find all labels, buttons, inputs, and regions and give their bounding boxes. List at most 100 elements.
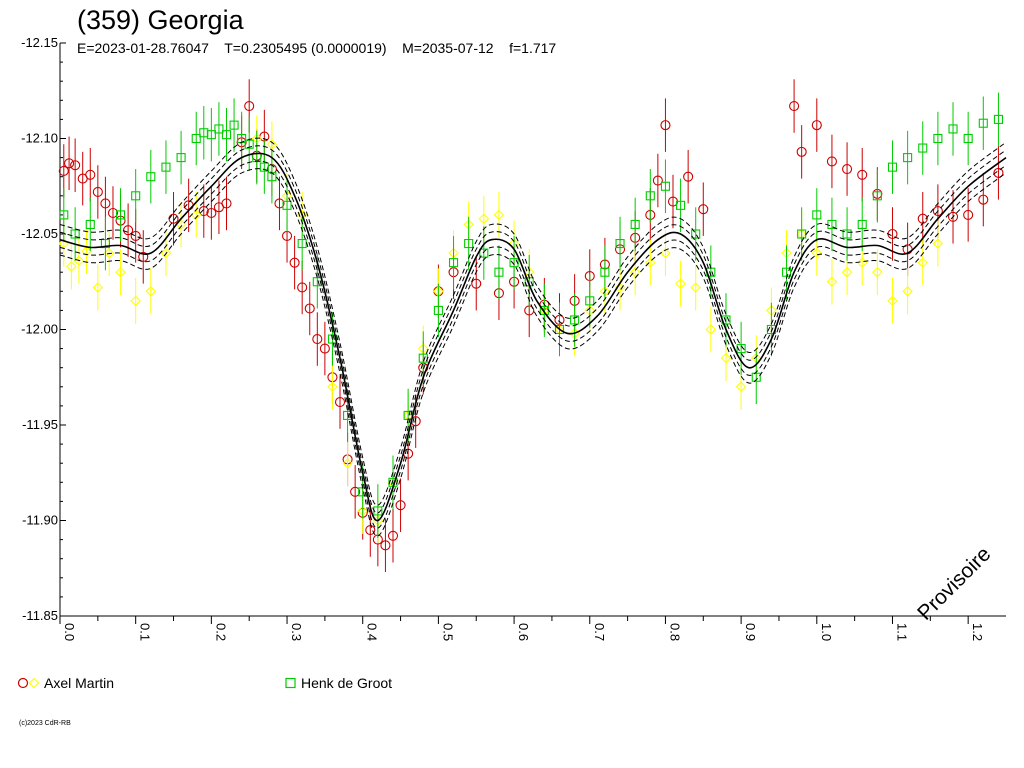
legend-label-axel-martin: Axel Martin [44, 675, 115, 691]
y-tick-label: -12.00 [21, 322, 58, 337]
x-tick-label: 0.7 [592, 623, 607, 641]
data-point-square [903, 153, 913, 163]
data-point-square [191, 133, 201, 144]
data-point-diamond [705, 324, 717, 335]
data-point-square [59, 210, 69, 220]
data-point-circle [789, 100, 800, 112]
data-point-square [176, 153, 186, 163]
data-point-circle [64, 158, 75, 169]
data-point-diamond [826, 276, 838, 288]
data-point-square [554, 324, 565, 335]
data-point-diamond [811, 247, 823, 259]
data-point-circle [857, 169, 868, 180]
data-point-circle [206, 207, 217, 219]
data-point-circle [660, 120, 671, 131]
data-point-square [214, 124, 224, 134]
x-tick-label: 0.8 [667, 623, 682, 641]
x-tick-label: 1.2 [970, 623, 985, 641]
data-point-diamond [675, 278, 686, 289]
data-point-diamond [645, 257, 656, 268]
data-point-circle [334, 397, 346, 408]
data-point-diamond [917, 257, 929, 268]
model-curve-envelope [59, 137, 1007, 506]
data-point-square [781, 267, 792, 277]
data-point-diamond [872, 266, 883, 278]
data-point-diamond [902, 286, 913, 297]
x-tick-label: 0.9 [743, 623, 758, 641]
data-point-square [494, 267, 504, 277]
data-point-circle [244, 100, 255, 112]
legend-label-henk-de-groot: Henk de Groot [301, 675, 393, 691]
data-point-circle [698, 204, 709, 215]
data-point-square [660, 181, 670, 191]
data-point-diamond [130, 295, 141, 307]
data-point-square [963, 133, 973, 144]
model-curve-envelope [59, 168, 1007, 537]
data-point-square [948, 124, 958, 134]
data-point-square [282, 200, 292, 210]
data-point-square [433, 305, 443, 315]
data-point-circle [92, 186, 103, 198]
data-point-square [221, 130, 232, 140]
data-point-diamond [145, 286, 157, 297]
data-point-circle [100, 198, 111, 209]
data-point-circle [58, 165, 69, 177]
model-curve-envelope [59, 145, 1007, 514]
data-point-square [600, 267, 610, 277]
data-point-circle [70, 160, 81, 171]
data-point-square [615, 239, 625, 249]
data-point-square [244, 139, 254, 149]
data-point-diamond [327, 381, 338, 393]
data-point-circle [395, 500, 406, 511]
data-point-square [570, 315, 580, 325]
x-tick-label: 1.0 [819, 623, 834, 641]
data-point-square [100, 239, 110, 249]
data-point-square [993, 114, 1003, 124]
data-point-square [978, 118, 988, 128]
data-point-square [479, 248, 489, 258]
data-point-circle [312, 333, 323, 345]
data-point-circle [350, 486, 361, 497]
data-point-circle [289, 257, 300, 268]
axes: -12.15 -12.10 -12.05 -12.00 -11.95 -11.90 -11.… [21, 35, 1006, 641]
data-point-square [509, 258, 519, 268]
data-point-square [85, 219, 95, 229]
copyright-credit: (c)2023 CdR-RB [19, 720, 71, 727]
x-tick-label: 0.5 [440, 623, 455, 641]
data-point-diamond [81, 245, 92, 257]
x-tick-label: 0.6 [516, 623, 531, 641]
x-tick-label: 0.2 [213, 623, 228, 641]
data-point-circle [123, 225, 134, 236]
data-point-square [691, 229, 701, 239]
data-point-square [206, 130, 216, 140]
data-point-square [872, 191, 882, 201]
data-points [58, 79, 1004, 573]
data-point-square [887, 162, 898, 172]
data-point-circle [932, 206, 943, 217]
legend-icons [17, 677, 296, 689]
model-curve-envelope [59, 160, 1007, 529]
y-tick-label: -11.95 [22, 417, 58, 432]
data-point-diamond [493, 209, 505, 221]
y-tick-label: -12.15 [21, 35, 58, 50]
data-point-circle [138, 251, 149, 262]
data-point-square [918, 143, 928, 153]
data-point-circle [796, 146, 807, 157]
data-point-diamond [190, 209, 202, 221]
data-point-diamond [629, 266, 641, 278]
data-point-diamond [115, 266, 126, 278]
data-point-diamond [660, 247, 671, 259]
legend-green-square-icon [285, 677, 296, 689]
legend-yellow-diamond-icon [28, 677, 40, 689]
model-curve-line [59, 152, 1007, 522]
data-point-circle [842, 164, 853, 175]
x-tick-label: 1.1 [894, 623, 909, 641]
data-point-diamond [932, 238, 944, 249]
data-point-circle [304, 303, 315, 314]
chart-subtitle: E=2023-01-28.76047 T=0.2305495 (0.000001… [77, 40, 557, 56]
data-point-diamond [266, 138, 278, 150]
data-point-diamond [92, 282, 104, 293]
x-tick-label: 0.3 [289, 623, 304, 641]
data-point-square [751, 372, 761, 382]
data-point-square [812, 210, 822, 220]
